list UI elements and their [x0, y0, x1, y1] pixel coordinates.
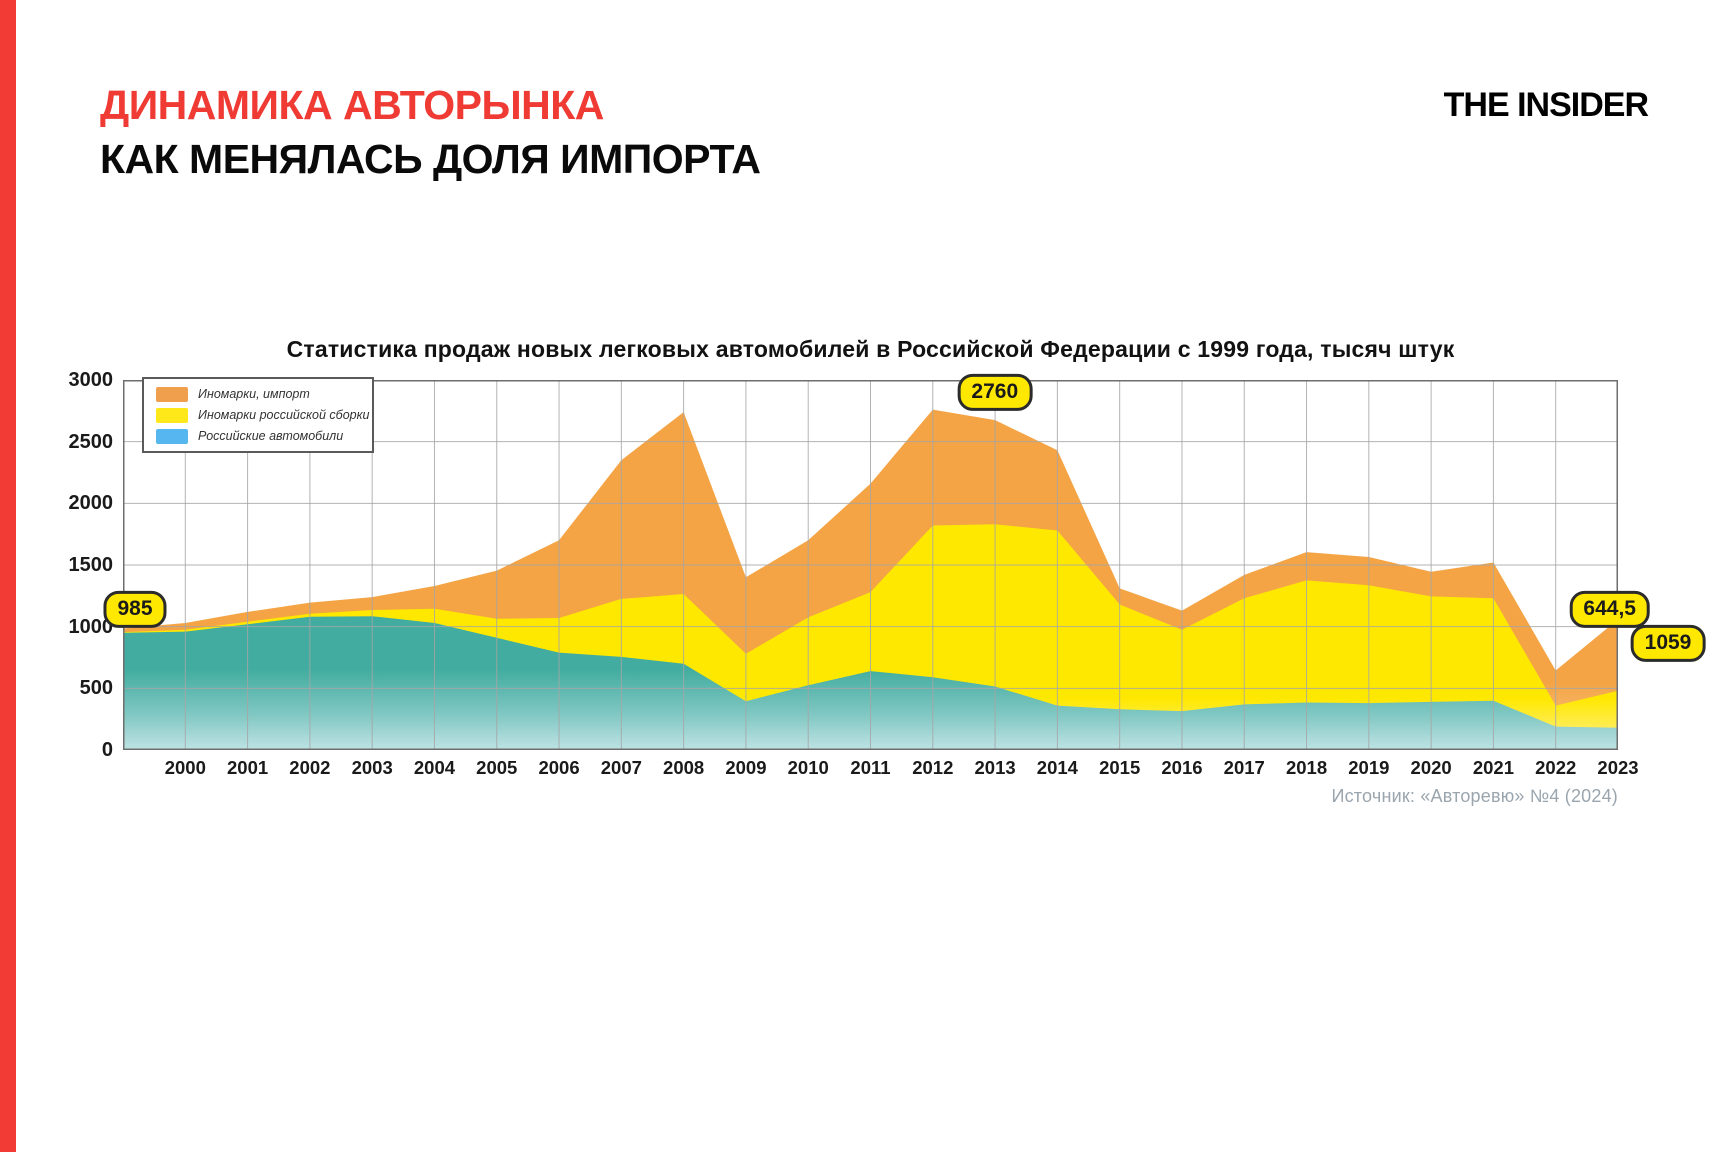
x-tick-label: 2016 [1161, 757, 1203, 778]
x-tick-label: 2010 [787, 757, 829, 778]
y-tick-label: 1000 [68, 615, 114, 638]
value-badge: 1059 [1630, 625, 1706, 662]
x-tick-label: 2007 [600, 757, 642, 778]
chart-plot-area: Иномарки, импорт Иномарки российской сбор… [103, 374, 1706, 778]
x-tick-label: 2014 [1036, 757, 1078, 778]
y-tick-label: 1500 [68, 554, 114, 576]
legend-label: Иномарки, импорт [198, 387, 310, 402]
value-badge: 2760 [957, 374, 1033, 411]
x-tick-label: 2000 [164, 757, 206, 778]
chart-title: Статистика продаж новых легковых автомоб… [286, 336, 1455, 362]
legend-item: Российские автомобили [156, 429, 362, 444]
brand-logo: THE INSIDER [1443, 86, 1649, 124]
x-tick-label: 2003 [351, 757, 393, 778]
page-subtitle: КАК МЕНЯЛАСЬ ДОЛЯ ИМПОРТА [100, 136, 761, 182]
x-tick-label: 2008 [663, 757, 705, 778]
value-badge: 985 [103, 591, 167, 628]
x-tick-label: 2001 [227, 757, 269, 778]
x-tick-label: 2021 [1472, 757, 1514, 778]
x-tick-label: 2012 [912, 757, 954, 778]
legend-swatch [156, 387, 188, 402]
x-tick-label: 2006 [538, 757, 580, 778]
x-tick-label: 2005 [476, 757, 518, 778]
y-tick-label: 500 [79, 677, 113, 700]
x-tick-label: 2019 [1348, 757, 1390, 778]
x-tick-label: 2015 [1099, 757, 1141, 778]
page-title: ДИНАМИКА АВТОРЫНКА [100, 82, 604, 128]
stacked-area-chart [123, 380, 1618, 750]
y-tick-label: 2000 [68, 492, 114, 515]
legend-swatch [156, 408, 188, 423]
legend-item: Иномарки, импорт [156, 387, 362, 402]
x-tick-label: 2020 [1410, 757, 1452, 778]
x-tick-label: 2011 [850, 757, 891, 778]
x-tick-label: 2023 [1597, 757, 1639, 778]
x-tick-label: 2002 [289, 757, 331, 778]
x-tick-label: 2022 [1535, 757, 1577, 778]
legend-item: Иномарки российской сборки [156, 408, 369, 423]
legend-label: Российские автомобили [198, 429, 344, 444]
x-tick-label: 2004 [413, 757, 456, 778]
x-tick-label: 2013 [974, 757, 1016, 778]
source-note: Источник: «Авторевю» №4 (2024) [1331, 786, 1618, 806]
value-badge: 644,5 [1569, 591, 1650, 628]
x-tick-label: 2018 [1285, 757, 1328, 778]
y-tick-label: 2500 [68, 430, 114, 453]
legend-label: Иномарки российской сборки [198, 408, 370, 423]
x-tick-label: 2009 [725, 757, 767, 778]
left-accent-bar [0, 0, 16, 1152]
y-tick-label: 3000 [68, 369, 114, 391]
y-tick-label: 0 [101, 739, 113, 761]
x-tick-label: 2017 [1223, 757, 1265, 778]
chart-legend: Иномарки, импорт Иномарки российской сбор… [142, 377, 374, 453]
legend-swatch [156, 429, 188, 444]
